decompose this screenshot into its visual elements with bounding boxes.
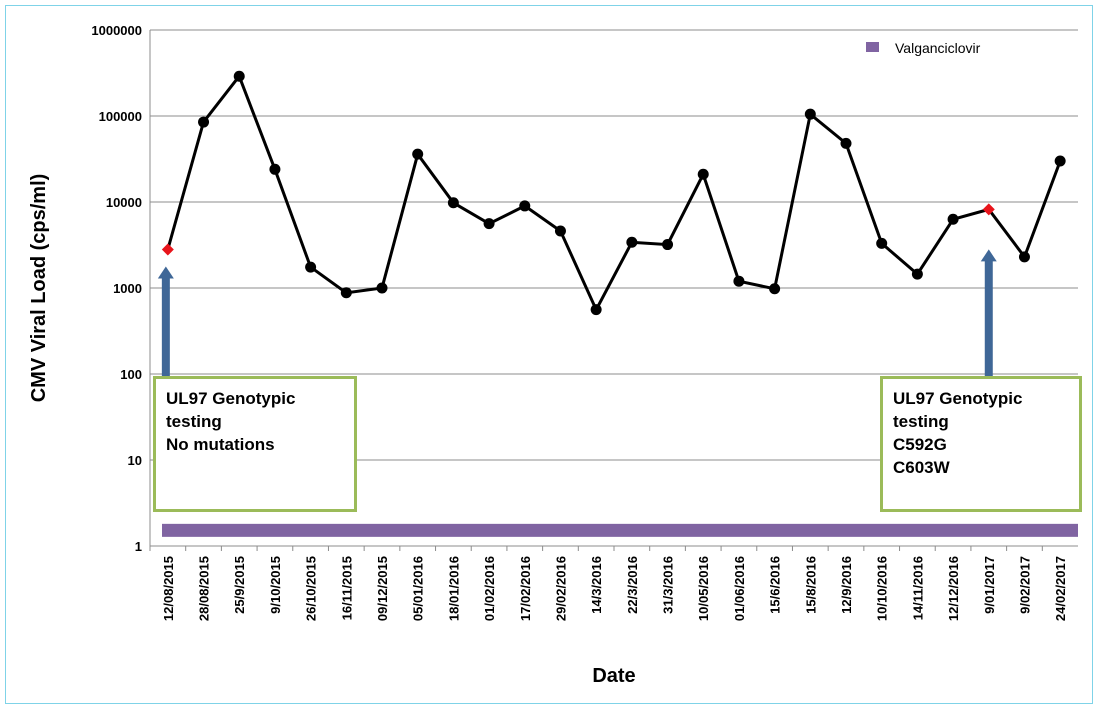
legend: Valganciclovir <box>866 40 981 56</box>
annotation-box-mutations: UL97 Genotypic testing C592G C603W <box>880 376 1082 512</box>
data-point <box>1054 155 1066 167</box>
data-point <box>769 283 781 295</box>
x-axis-tick-labels: 12/08/2015 28/08/2015 25/9/2015 9/10/2015 26… <box>161 556 1068 621</box>
x-tick-label: 05/01/2016 <box>411 556 426 621</box>
data-point <box>876 237 888 249</box>
data-point <box>626 236 638 248</box>
annotation-line: C603W <box>893 458 950 477</box>
data-point <box>911 268 923 280</box>
data-point-highlight <box>982 203 995 216</box>
x-tick-label: 28/08/2015 <box>197 556 212 621</box>
data-point <box>662 239 674 251</box>
y-tick-label: 100000 <box>99 109 142 124</box>
arrow-head <box>980 249 997 262</box>
data-point <box>269 163 281 175</box>
data-point <box>447 197 459 209</box>
x-tick-label: 09/12/2015 <box>375 556 390 621</box>
arrow-shaft <box>161 276 170 378</box>
data-point <box>376 282 388 294</box>
data-markers <box>161 70 1066 316</box>
data-point <box>1018 251 1030 263</box>
x-tick-label: 9/02/2017 <box>1017 556 1032 614</box>
x-tick-label: 12/08/2015 <box>161 556 176 621</box>
x-tick-label: 12/9/2016 <box>839 556 854 614</box>
x-tick-label: 26/10/2015 <box>304 556 319 621</box>
data-point <box>733 275 745 287</box>
data-point <box>198 116 210 128</box>
x-tick-label: 17/02/2016 <box>518 556 533 621</box>
y-tick-label: 1000 <box>113 281 142 296</box>
x-tick-label: 15/6/2016 <box>768 556 783 614</box>
data-point <box>412 148 424 160</box>
x-tick-label: 01/06/2016 <box>732 556 747 621</box>
x-tick-label: 01/02/2016 <box>482 556 497 621</box>
arrow-shaft <box>984 259 993 378</box>
data-point <box>590 304 602 316</box>
x-tick-label: 24/02/2017 <box>1053 556 1068 621</box>
x-tick-label: 12/12/2016 <box>946 556 961 621</box>
y-axis-tick-labels: 1 10 100 1000 10000 100000 1000000 <box>91 23 142 554</box>
arrow-head <box>157 266 174 279</box>
x-tick-label: 9/10/2015 <box>268 556 283 614</box>
data-point <box>483 218 495 230</box>
x-tick-label: 22/3/2016 <box>625 556 640 614</box>
x-tick-label: 16/11/2015 <box>339 556 354 620</box>
x-tick-label: 29/02/2016 <box>553 556 568 621</box>
annotation-line: UL97 Genotypic <box>893 389 1023 408</box>
chart-frame <box>5 5 1093 704</box>
x-tick-label: 25/9/2015 <box>232 556 247 614</box>
annotation-line: No mutations <box>166 435 275 454</box>
legend-label: Valganciclovir <box>895 40 981 56</box>
data-point <box>233 70 245 82</box>
annotation-line: UL97 Genotypic <box>166 389 296 408</box>
x-tick-label: 18/01/2016 <box>446 556 461 621</box>
annotation-line: C592G <box>893 435 947 454</box>
series-line <box>166 73 1062 314</box>
data-point <box>840 137 852 149</box>
legend-swatch <box>866 42 879 52</box>
data-point-highlight <box>161 243 174 256</box>
data-point <box>697 168 709 180</box>
annotation-line: testing <box>166 412 222 431</box>
y-tick-label: 10 <box>128 453 142 468</box>
data-point <box>519 200 531 212</box>
x-tick-label: 9/01/2017 <box>982 556 997 614</box>
y-tick-label: 1 <box>135 539 142 554</box>
y-tick-label: 100 <box>120 367 142 382</box>
x-tick-label: 10/05/2016 <box>696 556 711 621</box>
y-axis-title: CMV Viral Load (cps/ml) <box>28 174 50 403</box>
x-tick-label: 31/3/2016 <box>661 556 676 614</box>
annotation-box-no-mutations: UL97 Genotypic testing No mutations <box>153 376 357 512</box>
x-tick-label: 10/10/2016 <box>875 556 890 621</box>
data-point <box>305 261 317 273</box>
x-tick-label: 15/8/2016 <box>803 556 818 614</box>
annotation-arrows <box>157 249 997 378</box>
data-point <box>554 225 566 237</box>
data-point <box>340 287 352 299</box>
data-point <box>804 108 816 120</box>
x-axis-title: Date <box>592 665 635 687</box>
x-tick-label: 14/11/2016 <box>910 556 925 620</box>
annotation-line: testing <box>893 412 949 431</box>
x-tick-label: 14/3/2016 <box>589 556 604 614</box>
data-point <box>947 213 959 225</box>
treatment-bar <box>162 523 1078 537</box>
y-tick-label: 10000 <box>106 195 142 210</box>
y-tick-label: 1000000 <box>91 23 142 38</box>
